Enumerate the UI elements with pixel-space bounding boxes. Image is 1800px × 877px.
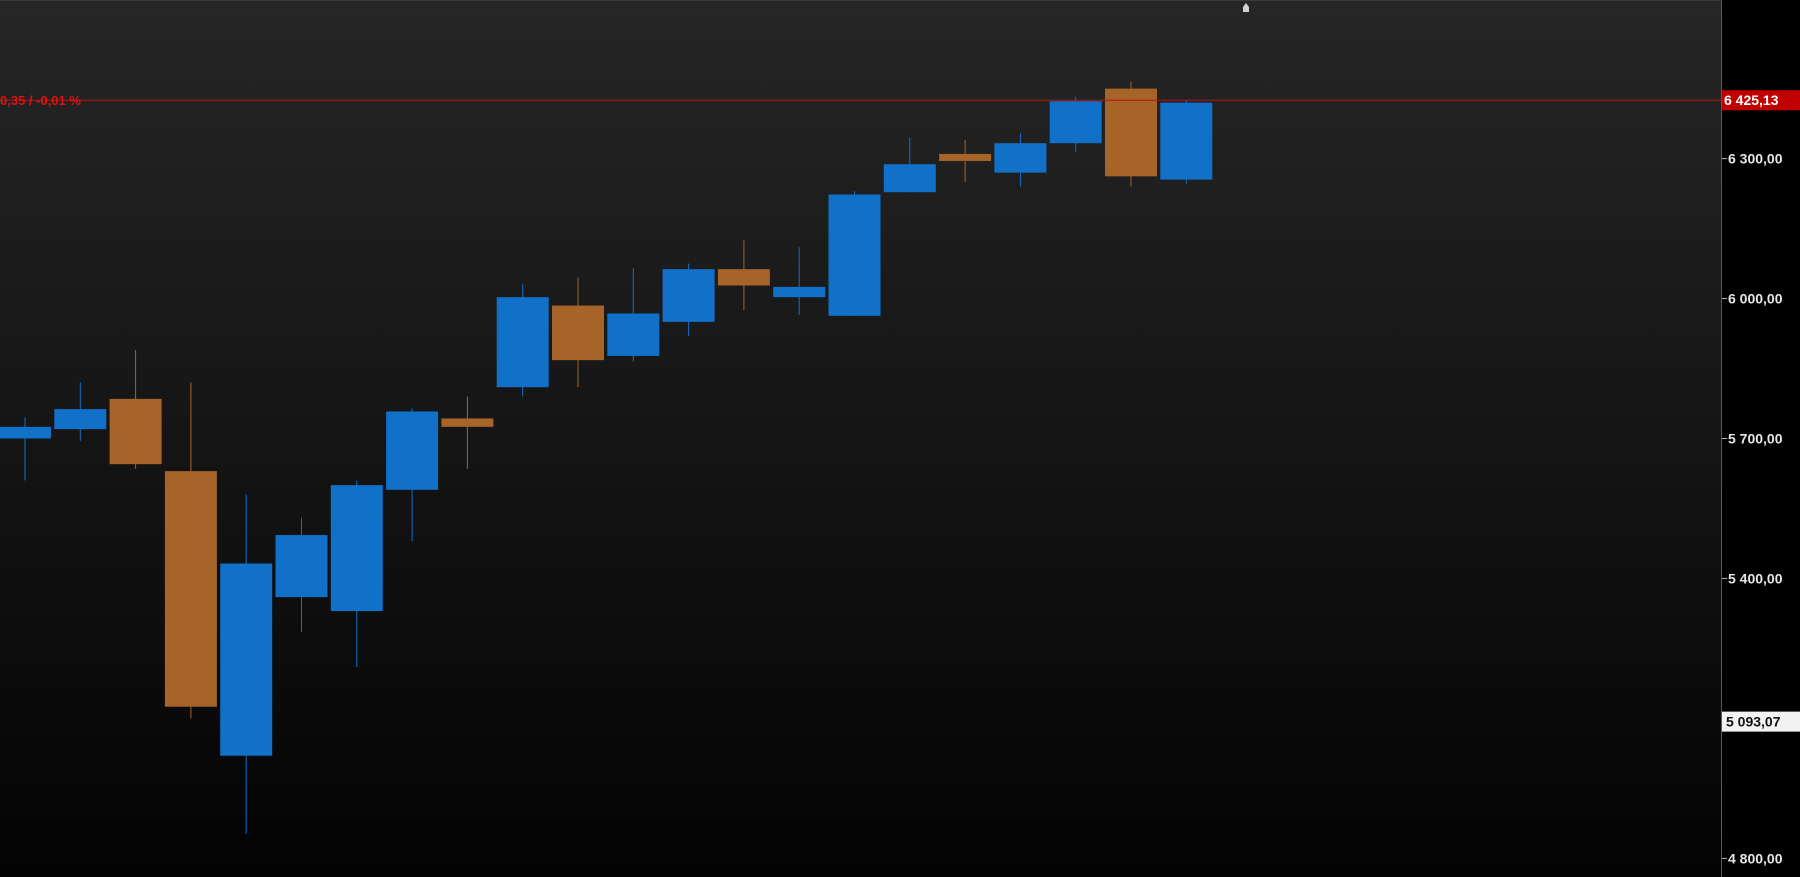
plot-background xyxy=(0,0,1721,877)
reference-price-tag-background xyxy=(1722,711,1800,732)
home-marker-icon[interactable] xyxy=(1243,3,1249,12)
candle[interactable] xyxy=(386,408,439,542)
reference-price-tag: 5 093,07 xyxy=(1722,711,1800,732)
y-tick-label: 5 700,00 xyxy=(1728,431,1783,447)
candle-body xyxy=(828,194,881,316)
candle-body xyxy=(275,535,328,598)
candle[interactable] xyxy=(552,277,604,388)
candle[interactable] xyxy=(1105,81,1157,187)
candle[interactable] xyxy=(662,263,715,336)
candle-body xyxy=(441,418,494,427)
y-tick-label: 5 400,00 xyxy=(1728,570,1783,586)
candle-body xyxy=(883,164,936,193)
candle-body xyxy=(330,485,383,612)
candle[interactable] xyxy=(1160,100,1213,185)
candle-body xyxy=(994,143,1047,173)
candle-body xyxy=(386,411,439,490)
candle-body xyxy=(164,471,217,707)
last-price-tag: 6 425,13 xyxy=(1722,90,1800,111)
candle-body xyxy=(1160,102,1213,180)
candle-body xyxy=(717,269,770,286)
candle[interactable] xyxy=(109,349,162,469)
candle-body xyxy=(54,409,107,430)
candle[interactable] xyxy=(220,494,273,834)
candle-body xyxy=(773,286,826,298)
candle[interactable] xyxy=(496,284,549,397)
y-tick-label: 6 300,00 xyxy=(1728,151,1783,167)
candle[interactable] xyxy=(441,396,494,469)
candle[interactable] xyxy=(1049,96,1102,152)
candle-body xyxy=(1049,101,1102,144)
candle-body xyxy=(496,297,549,388)
candle[interactable] xyxy=(717,240,770,311)
y-tick-label: 6 000,00 xyxy=(1728,291,1783,307)
y-tick-label: 4 800,00 xyxy=(1728,850,1783,866)
candle-body xyxy=(109,398,162,465)
candle[interactable] xyxy=(883,137,936,193)
candle-body xyxy=(607,313,660,356)
candle-body xyxy=(662,269,715,322)
candle[interactable] xyxy=(994,132,1047,187)
candle[interactable] xyxy=(939,139,992,182)
candle[interactable] xyxy=(54,382,107,441)
candle[interactable] xyxy=(607,268,660,362)
candle[interactable] xyxy=(275,517,328,633)
candles xyxy=(0,81,1213,834)
price-axis: 4 800,00 5 400,00 5 700,00 6 000,00 6 300,00 xyxy=(1722,151,1783,866)
reference-price-label: 5 093,07 xyxy=(1726,714,1781,730)
last-price-tag-background xyxy=(1722,90,1800,111)
last-price-label: 6 425,13 xyxy=(1724,92,1779,108)
change-label: 0,35 / -0,01 % xyxy=(0,93,81,108)
candle-body xyxy=(0,426,51,439)
candle[interactable] xyxy=(0,417,51,481)
candle[interactable] xyxy=(164,382,217,719)
candle-body xyxy=(939,153,992,161)
candle-body xyxy=(220,563,273,756)
candle-body xyxy=(552,305,604,361)
candle[interactable] xyxy=(828,191,881,316)
candle[interactable] xyxy=(773,247,826,315)
candle-body xyxy=(1105,88,1157,177)
candle[interactable] xyxy=(330,480,383,668)
